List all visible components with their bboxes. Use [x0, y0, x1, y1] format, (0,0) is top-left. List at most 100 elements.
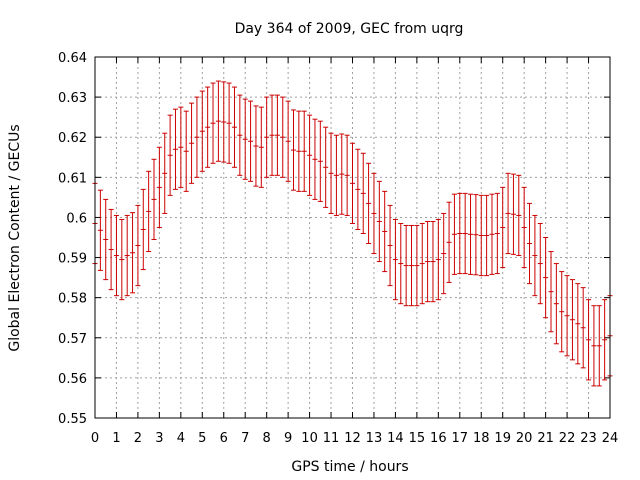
x-tick-label: 4: [177, 431, 185, 446]
error-bar-point: [274, 94, 280, 176]
x-tick-label: 17: [452, 431, 469, 446]
error-bar-point: [323, 126, 329, 208]
error-bar-point: [591, 305, 597, 387]
error-bar-point: [333, 134, 339, 216]
x-tick-label: 5: [198, 431, 206, 446]
error-bar-point: [172, 108, 178, 190]
error-bar-point: [264, 96, 270, 178]
x-tick-label: 20: [516, 431, 533, 446]
error-bar-point: [468, 193, 474, 275]
error-bar-point: [215, 80, 221, 162]
error-bar-point: [409, 224, 415, 307]
error-bar-point: [307, 114, 313, 196]
error-bar-point: [205, 86, 211, 168]
error-bar-point: [430, 220, 436, 303]
error-bar-point: [199, 90, 205, 172]
error-bar-point: [285, 100, 291, 182]
error-bar-point: [435, 218, 441, 301]
x-tick-label: 12: [344, 431, 361, 446]
error-bar-point: [425, 220, 431, 303]
error-bar-point: [484, 194, 490, 277]
error-bar-point: [392, 218, 398, 301]
error-bar-point: [596, 305, 602, 387]
error-bar-point: [146, 170, 152, 253]
error-bar-point: [414, 224, 420, 307]
error-bar-point: [237, 94, 243, 176]
error-bar-point: [575, 283, 581, 365]
error-bar-point: [360, 152, 366, 234]
error-bar-point: [328, 132, 334, 214]
x-tick-label: 21: [537, 431, 554, 446]
error-bar-point: [494, 192, 500, 275]
y-tick-label: 0.61: [58, 171, 87, 186]
error-bar-point: [532, 214, 538, 297]
error-bar-point: [210, 82, 216, 164]
x-tick-label: 23: [580, 431, 597, 446]
x-tick-label: 22: [559, 431, 576, 446]
error-bar-point: [366, 162, 372, 245]
y-tick-label: 0.63: [58, 91, 87, 106]
error-bar-point: [258, 106, 264, 188]
y-tick-labels: 0.55 0.56 0.57 0.58 0.59 0.6 0.61 0.62 0.63 0.64: [58, 51, 87, 427]
x-tick-label: 8: [263, 431, 271, 446]
x-tick-label: 14: [387, 431, 404, 446]
error-bar-point: [151, 158, 157, 241]
error-bar-point: [398, 222, 404, 305]
error-bar-point: [231, 86, 237, 168]
y-tick-label: 0.55: [58, 412, 87, 427]
error-bar-point: [242, 98, 248, 180]
error-bar-point: [156, 146, 162, 228]
error-bar-point: [344, 134, 350, 216]
error-bar-point: [221, 81, 227, 163]
error-bar-point: [473, 194, 479, 276]
error-bar-point: [510, 173, 516, 255]
error-bar-point: [103, 198, 109, 281]
gridlines: [95, 57, 610, 418]
x-tick-label: 9: [284, 431, 292, 446]
error-bar-point: [124, 214, 130, 297]
error-bar-point: [183, 110, 189, 192]
y-axis-label: Global Electron Content / GECUs: [7, 124, 23, 351]
x-tick-label: 18: [473, 431, 490, 446]
chart-title: Day 364 of 2009, GEC from uqrg: [235, 21, 464, 37]
error-bar-point: [301, 110, 307, 192]
y-tick-label: 0.58: [58, 292, 87, 307]
error-bar-point: [419, 222, 425, 305]
error-bar-point: [312, 118, 318, 200]
error-bar-point: [189, 102, 195, 184]
x-tick-label: 1: [112, 431, 120, 446]
error-bar-point: [478, 194, 484, 277]
error-bars: [92, 80, 613, 387]
error-bar-point: [108, 208, 114, 291]
error-bar-point: [317, 120, 323, 202]
error-bar-point: [119, 218, 125, 301]
error-bar-point: [521, 186, 527, 269]
error-bar-point: [543, 237, 549, 319]
x-tick-label: 16: [430, 431, 447, 446]
error-bar-point: [489, 193, 495, 275]
error-bar-point: [387, 204, 393, 287]
error-bar-point: [97, 189, 103, 271]
error-bar-point: [602, 299, 608, 381]
error-bar-point: [505, 172, 511, 255]
x-tick-labels: 0 1 2 3 4 5 6 7 8 9 10 11 12 13 14 15 16 17 18 19 20 21 22 23 24: [91, 431, 618, 446]
error-bar-point: [194, 96, 200, 178]
x-tick-label: 13: [366, 431, 383, 446]
error-bar-point: [500, 186, 506, 269]
y-tick-label: 0.6: [66, 211, 87, 226]
error-bar-point: [462, 192, 468, 275]
error-bar-point: [451, 193, 457, 275]
y-tick-label: 0.57: [58, 332, 87, 347]
error-bar-point: [548, 251, 554, 333]
error-bar-point: [253, 105, 259, 187]
x-axis-label: GPS time / hours: [291, 459, 408, 475]
error-bar-point: [269, 94, 275, 176]
error-bar-point: [113, 214, 119, 297]
x-tick-label: 2: [134, 431, 142, 446]
x-tick-label: 3: [155, 431, 163, 446]
error-bar-point: [135, 204, 141, 287]
error-bar-point: [457, 192, 463, 275]
error-bar-point: [537, 222, 543, 305]
error-bar-point: [586, 299, 592, 381]
error-bar-point: [559, 271, 565, 353]
